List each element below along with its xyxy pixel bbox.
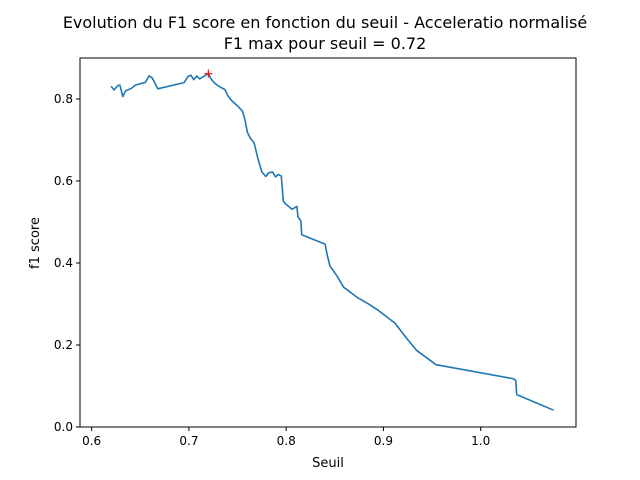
x-tick-label: 0.6 — [82, 434, 101, 448]
y-tick-label: 0.6 — [54, 174, 73, 188]
y-tick-label: 0.8 — [54, 92, 73, 106]
y-axis-ticks: 0.0 0.2 0.4 0.6 0.8 — [54, 92, 80, 434]
x-axis-ticks: 0.6 0.7 0.8 0.9 1.0 — [82, 427, 490, 448]
x-tick-label: 0.7 — [179, 434, 198, 448]
y-tick-label: 0.2 — [54, 338, 73, 352]
chart-subtitle: F1 max pour seuil = 0.72 — [224, 34, 427, 53]
y-tick-label: 0.0 — [54, 420, 73, 434]
x-tick-label: 1.0 — [471, 434, 490, 448]
x-tick-label: 0.8 — [277, 434, 296, 448]
x-axis-label: Seuil — [312, 456, 344, 471]
plot-area: 0.6 0.7 0.8 0.9 1.0 0.0 0.2 0.4 0.6 0.8 — [54, 57, 577, 448]
max-f1-marker — [204, 69, 213, 78]
y-axis-label: f1 score — [28, 217, 43, 269]
chart-title: Evolution du F1 score en fonction du seu… — [63, 13, 587, 32]
x-tick-label: 0.9 — [374, 434, 393, 448]
y-tick-label: 0.4 — [54, 256, 73, 270]
plot-frame — [79, 57, 577, 428]
f1-score-line — [110, 72, 554, 411]
